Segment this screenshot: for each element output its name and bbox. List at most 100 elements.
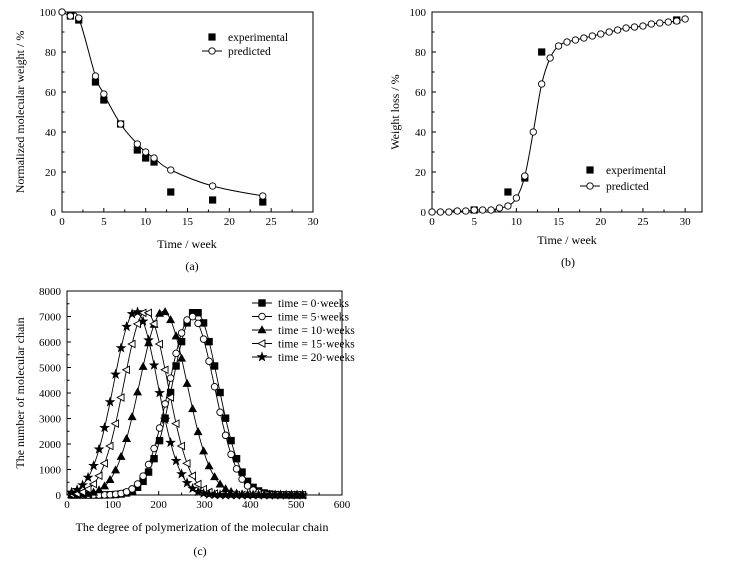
data-point	[487, 206, 495, 214]
data-point	[681, 15, 689, 23]
data-point	[176, 441, 186, 451]
data-point	[104, 396, 116, 407]
data-point	[210, 382, 219, 391]
data-point	[93, 443, 105, 454]
data-point	[154, 339, 164, 349]
y-tick-label: 20	[45, 167, 57, 179]
data-point	[167, 166, 175, 174]
data-point	[571, 36, 580, 44]
data-point	[139, 472, 147, 480]
y-tick-label: 6000	[39, 337, 62, 349]
y-tick-label: 20	[415, 167, 427, 179]
data-point	[171, 331, 181, 340]
legend-entry-time-0-weeks: time = 0·weeks	[252, 298, 350, 310]
x-axis-label: Time / week	[537, 233, 597, 247]
data-point	[193, 479, 202, 489]
legend-marker	[208, 33, 216, 41]
data-point	[529, 128, 537, 136]
x-tick-label: 0	[429, 216, 435, 228]
y-axis-label: Weight loss / %	[388, 74, 402, 149]
data-marks	[58, 8, 267, 206]
data-point	[132, 306, 143, 317]
y-tick-label: 0	[51, 207, 57, 219]
x-tick-label: 0	[64, 499, 70, 511]
x-tick-label: 400	[242, 499, 259, 511]
data-point	[445, 208, 453, 216]
x-tick-label: 500	[288, 499, 305, 511]
data-point	[154, 387, 165, 398]
axis-ticks: 0 5 10 15 20 25 30 0 20 40 60 80 100	[410, 7, 692, 228]
data-point	[171, 419, 180, 429]
data-point	[150, 444, 158, 453]
data-point	[673, 17, 681, 25]
x-tick-label: 20	[595, 216, 607, 228]
data-point	[187, 471, 197, 481]
x-tick-label: 15	[553, 216, 565, 228]
x-tick-label: 25	[637, 216, 649, 228]
data-point	[182, 378, 192, 387]
data-point	[504, 188, 512, 196]
y-tick-label: 40	[45, 127, 57, 139]
legend-marker	[258, 299, 266, 307]
x-tick-label: 600	[334, 499, 351, 511]
y-tick-label: 100	[410, 7, 427, 19]
data-point	[111, 465, 121, 474]
legend-marker	[257, 325, 267, 334]
data-point	[155, 424, 164, 432]
data-point	[563, 38, 571, 46]
data-point	[588, 32, 596, 40]
data-point	[221, 431, 230, 440]
chart-panel-b: 0 5 10 15 20 25 30 0 20 40 60 80 100 experimental pre…	[388, 7, 703, 269]
legend-marker	[258, 312, 266, 321]
data-point	[453, 207, 461, 215]
data-point	[105, 441, 114, 451]
data-point	[94, 471, 103, 481]
data-point	[99, 422, 110, 433]
legend-entry-experimental: experimental	[586, 165, 666, 177]
legend-label: predicted	[606, 181, 649, 193]
y-axis-label: The number of molecular chain	[13, 317, 27, 468]
data-point	[110, 368, 121, 379]
legend-entry-predicted: predicted	[580, 181, 649, 193]
x-tick-label: 25	[266, 216, 278, 228]
data-point	[100, 90, 108, 98]
data-point	[208, 182, 217, 190]
data-point	[160, 365, 169, 375]
legend: experimental predicted	[202, 32, 288, 58]
data-point	[94, 485, 104, 494]
data-point	[105, 474, 115, 483]
data-point	[232, 454, 241, 463]
data-point	[110, 419, 120, 429]
data-point	[165, 436, 176, 448]
legend-marker	[257, 339, 266, 348]
panel-caption: (c)	[193, 544, 206, 558]
data-point	[504, 202, 512, 210]
data-point	[188, 404, 198, 413]
data-point	[647, 20, 656, 28]
data-point	[138, 361, 148, 370]
data-point	[144, 460, 153, 469]
series-time-10-weeks	[67, 307, 308, 499]
data-point	[221, 414, 230, 422]
y-tick-label: 1000	[39, 465, 62, 477]
data-point	[142, 148, 150, 156]
legend-entry-time-10-weeks: time = 10·weeks	[252, 325, 355, 337]
y-axis-label: Normalized molecular weight / %	[13, 31, 27, 194]
data-point	[88, 479, 98, 489]
series-time-0-weeks	[67, 309, 307, 499]
data-point	[580, 34, 588, 42]
data-point	[88, 460, 99, 471]
data-point	[204, 461, 214, 470]
data-point	[149, 319, 158, 329]
x-tick-label: 5	[471, 216, 477, 228]
x-tick-label: 20	[224, 216, 236, 228]
data-point	[177, 329, 186, 337]
y-tick-label: 60	[415, 87, 427, 99]
y-tick-label: 2000	[39, 439, 62, 451]
data-point	[622, 24, 630, 32]
data-point	[116, 393, 125, 402]
data-point	[182, 458, 191, 468]
data-point	[478, 206, 487, 214]
data-point	[161, 400, 169, 408]
